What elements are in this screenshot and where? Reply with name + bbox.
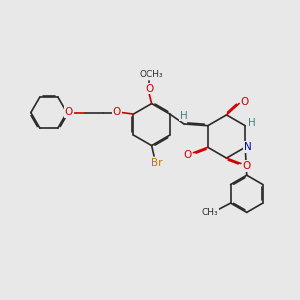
Text: O: O bbox=[145, 84, 153, 94]
Text: H: H bbox=[180, 111, 187, 121]
Text: H: H bbox=[248, 118, 256, 128]
Text: O: O bbox=[243, 161, 251, 171]
Text: O: O bbox=[183, 150, 191, 160]
Text: CH₃: CH₃ bbox=[201, 208, 218, 217]
Text: N: N bbox=[244, 142, 252, 152]
Text: OCH₃: OCH₃ bbox=[139, 70, 163, 79]
Text: O: O bbox=[240, 97, 249, 107]
Text: O: O bbox=[112, 107, 121, 117]
Text: O: O bbox=[65, 107, 73, 117]
Text: Br: Br bbox=[151, 158, 162, 168]
